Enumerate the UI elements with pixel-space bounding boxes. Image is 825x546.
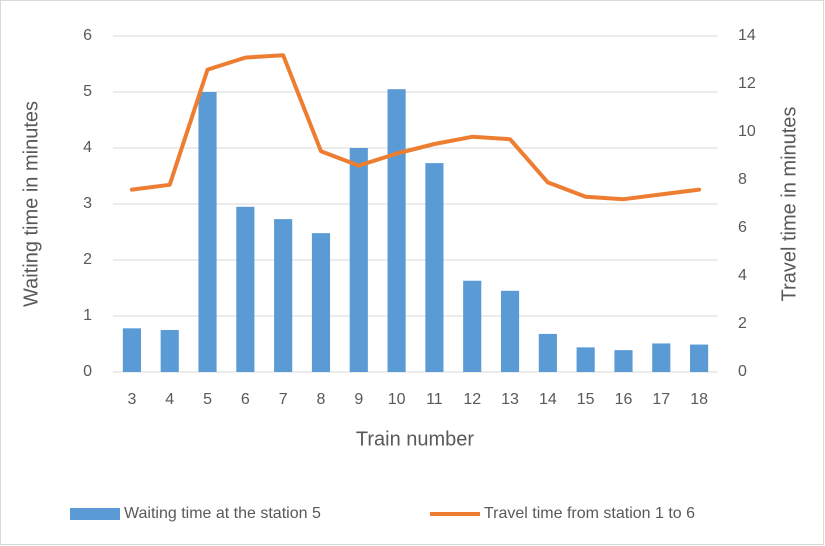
y2-tick-label: 4 <box>738 267 747 284</box>
x-tick-label: 18 <box>690 391 708 408</box>
bar <box>349 148 368 372</box>
bar <box>576 347 595 372</box>
y2-tick-label: 12 <box>738 75 756 92</box>
x-axis-title: Train number <box>356 428 475 450</box>
bar <box>500 290 520 372</box>
y2-tick-label: 0 <box>738 363 747 380</box>
x-tick-label: 9 <box>354 391 363 408</box>
y-tick-label: 5 <box>83 83 92 100</box>
y2-tick-label: 6 <box>738 219 747 236</box>
y-tick-label: 4 <box>83 139 92 156</box>
x-tick-label: 14 <box>539 391 557 408</box>
x-tick-label: 12 <box>463 391 481 408</box>
bar <box>387 89 406 372</box>
x-tick-label: 8 <box>317 391 326 408</box>
legend-label: Waiting time at the station 5 <box>124 505 321 522</box>
legend-label: Travel time from station 1 to 6 <box>484 505 695 522</box>
bar <box>463 280 482 372</box>
x-tick-label: 6 <box>241 391 250 408</box>
bar <box>274 219 293 372</box>
bar <box>614 350 633 372</box>
x-tick-label: 7 <box>279 391 288 408</box>
y-tick-label: 3 <box>83 195 92 212</box>
x-tick-label: 4 <box>165 391 174 408</box>
y-tick-label: 1 <box>83 307 92 324</box>
bar <box>122 328 141 372</box>
bar <box>425 163 444 372</box>
x-tick-label: 3 <box>127 391 136 408</box>
y2-axis-title: Travel time in minutes <box>778 107 800 302</box>
y2-tick-label: 10 <box>738 123 756 140</box>
y-axis-title: Waiting time in minutes <box>20 101 42 307</box>
bar <box>652 343 671 372</box>
bar <box>311 233 331 372</box>
y2-tick-label: 8 <box>738 171 747 188</box>
x-tick-label: 11 <box>426 391 443 408</box>
y-tick-label: 0 <box>83 363 92 380</box>
y-tick-label: 2 <box>83 251 92 268</box>
bar <box>198 92 217 372</box>
x-tick-label: 16 <box>615 391 633 408</box>
y-tick-label: 6 <box>83 27 92 44</box>
x-tick-label: 13 <box>501 391 519 408</box>
x-tick-label: 17 <box>652 391 670 408</box>
bar <box>538 333 557 372</box>
y2-tick-label: 2 <box>738 315 747 332</box>
bar <box>236 206 255 372</box>
y2-tick-label: 14 <box>738 27 756 44</box>
bar <box>160 330 179 372</box>
x-tick-label: 10 <box>388 391 406 408</box>
legend-swatch <box>70 508 120 520</box>
bar <box>690 344 709 372</box>
x-tick-label: 15 <box>577 391 595 408</box>
line <box>129 53 702 202</box>
x-tick-label: 5 <box>203 391 212 408</box>
